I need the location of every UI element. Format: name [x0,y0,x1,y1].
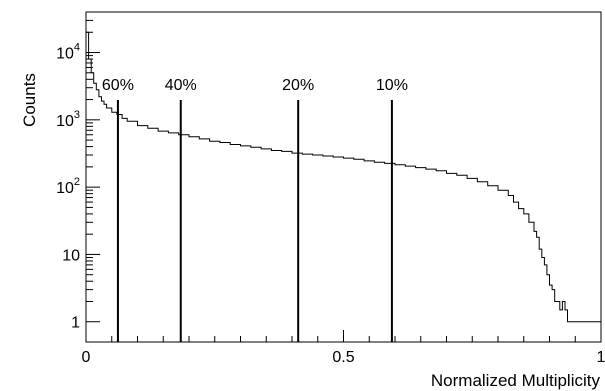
y-tick-label-0: 1 [71,315,80,332]
centrality-label-1: 40% [165,77,197,94]
y-tick-label-4: 104 [56,42,80,63]
centrality-label-3: 10% [376,77,408,94]
histogram-layer [86,31,601,323]
centrality-label-0: 60% [102,77,134,94]
x-tick-label-1: 0.5 [332,349,354,366]
plot-frame [85,11,602,343]
centrality-label-2: 20% [282,77,314,94]
histogram-series-0 [86,31,601,323]
y-axis: 1 10 102 103 104 [56,11,100,332]
y-tick-label-1: 10 [62,247,80,264]
x-tick-label-0: 0 [82,349,91,366]
y-axis-title: Counts [20,73,39,127]
y-tick-label-3: 103 [56,109,80,130]
x-tick-label-2: 1 [597,349,605,366]
x-axis-title: Normalized Multiplicity [431,371,601,390]
centrality-markers: 60% 40% 20% 10% [102,77,408,342]
y-tick-label-2: 102 [56,176,80,197]
x-axis: 0 0.5 1 [82,330,605,366]
